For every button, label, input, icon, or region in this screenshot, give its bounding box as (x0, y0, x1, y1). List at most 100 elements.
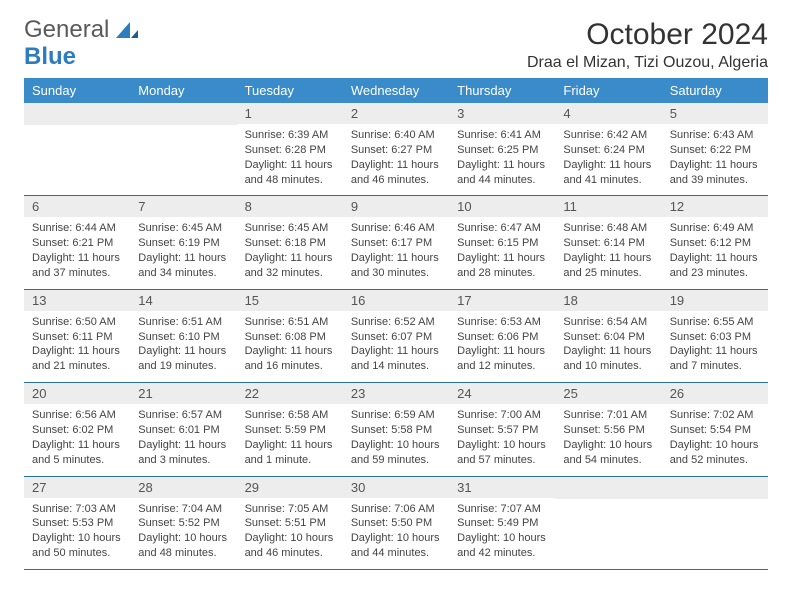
calendar-day-cell: 2Sunrise: 6:40 AMSunset: 6:27 PMDaylight… (343, 103, 449, 196)
daylight-text: Daylight: 10 hours and 44 minutes. (351, 531, 441, 561)
calendar-day-cell: 25Sunrise: 7:01 AMSunset: 5:56 PMDayligh… (555, 383, 661, 476)
sunset-text: Sunset: 6:17 PM (351, 236, 441, 251)
header: General Blue October 2024 Draa el Mizan,… (24, 18, 768, 72)
day-body (24, 125, 130, 185)
logo-text-blue: Blue (24, 43, 76, 70)
sunrise-text: Sunrise: 7:03 AM (32, 502, 122, 517)
daylight-text: Daylight: 11 hours and 28 minutes. (457, 251, 547, 281)
sunset-text: Sunset: 6:06 PM (457, 330, 547, 345)
daylight-text: Daylight: 11 hours and 5 minutes. (32, 438, 122, 468)
day-number: 14 (130, 290, 236, 311)
calendar-day-cell: 3Sunrise: 6:41 AMSunset: 6:25 PMDaylight… (449, 103, 555, 196)
calendar-day-cell: 21Sunrise: 6:57 AMSunset: 6:01 PMDayligh… (130, 383, 236, 476)
sunset-text: Sunset: 6:02 PM (32, 423, 122, 438)
daylight-text: Daylight: 10 hours and 54 minutes. (563, 438, 653, 468)
day-body: Sunrise: 6:39 AMSunset: 6:28 PMDaylight:… (237, 124, 343, 195)
calendar-day-cell: 7Sunrise: 6:45 AMSunset: 6:19 PMDaylight… (130, 196, 236, 289)
calendar-day-cell (130, 103, 236, 196)
day-body: Sunrise: 6:40 AMSunset: 6:27 PMDaylight:… (343, 124, 449, 195)
sunrise-text: Sunrise: 6:49 AM (670, 221, 760, 236)
day-number: 24 (449, 383, 555, 404)
sunset-text: Sunset: 6:22 PM (670, 143, 760, 158)
sunset-text: Sunset: 6:01 PM (138, 423, 228, 438)
location-text: Draa el Mizan, Tizi Ouzou, Algeria (527, 54, 768, 72)
daylight-text: Daylight: 11 hours and 46 minutes. (351, 158, 441, 188)
weekday-header: Wednesday (343, 78, 449, 103)
sunrise-text: Sunrise: 6:50 AM (32, 315, 122, 330)
sunset-text: Sunset: 6:11 PM (32, 330, 122, 345)
day-body (130, 125, 236, 185)
sunrise-text: Sunrise: 6:43 AM (670, 128, 760, 143)
daylight-text: Daylight: 11 hours and 41 minutes. (563, 158, 653, 188)
day-number: 15 (237, 290, 343, 311)
day-body: Sunrise: 6:56 AMSunset: 6:02 PMDaylight:… (24, 404, 130, 475)
calendar-day-cell: 18Sunrise: 6:54 AMSunset: 6:04 PMDayligh… (555, 289, 661, 382)
calendar-day-cell (24, 103, 130, 196)
daylight-text: Daylight: 11 hours and 14 minutes. (351, 344, 441, 374)
calendar-day-cell: 20Sunrise: 6:56 AMSunset: 6:02 PMDayligh… (24, 383, 130, 476)
day-number: 27 (24, 477, 130, 498)
day-number: 13 (24, 290, 130, 311)
daylight-text: Daylight: 11 hours and 21 minutes. (32, 344, 122, 374)
day-body: Sunrise: 6:57 AMSunset: 6:01 PMDaylight:… (130, 404, 236, 475)
sunset-text: Sunset: 6:27 PM (351, 143, 441, 158)
day-body: Sunrise: 7:01 AMSunset: 5:56 PMDaylight:… (555, 404, 661, 475)
sunrise-text: Sunrise: 6:55 AM (670, 315, 760, 330)
daylight-text: Daylight: 11 hours and 44 minutes. (457, 158, 547, 188)
sunrise-text: Sunrise: 6:51 AM (245, 315, 335, 330)
sunset-text: Sunset: 5:58 PM (351, 423, 441, 438)
calendar-day-cell: 11Sunrise: 6:48 AMSunset: 6:14 PMDayligh… (555, 196, 661, 289)
weekday-header: Tuesday (237, 78, 343, 103)
day-body: Sunrise: 7:00 AMSunset: 5:57 PMDaylight:… (449, 404, 555, 475)
weekday-header: Saturday (662, 78, 768, 103)
calendar-day-cell: 9Sunrise: 6:46 AMSunset: 6:17 PMDaylight… (343, 196, 449, 289)
day-number: 29 (237, 477, 343, 498)
day-body: Sunrise: 7:03 AMSunset: 5:53 PMDaylight:… (24, 498, 130, 569)
daylight-text: Daylight: 11 hours and 10 minutes. (563, 344, 653, 374)
day-body: Sunrise: 6:42 AMSunset: 6:24 PMDaylight:… (555, 124, 661, 195)
day-number: 3 (449, 103, 555, 124)
day-body: Sunrise: 6:46 AMSunset: 6:17 PMDaylight:… (343, 217, 449, 288)
calendar-day-cell: 14Sunrise: 6:51 AMSunset: 6:10 PMDayligh… (130, 289, 236, 382)
day-body: Sunrise: 6:48 AMSunset: 6:14 PMDaylight:… (555, 217, 661, 288)
logo-sail-icon (116, 20, 138, 45)
day-number: 9 (343, 196, 449, 217)
calendar-day-cell: 24Sunrise: 7:00 AMSunset: 5:57 PMDayligh… (449, 383, 555, 476)
sunrise-text: Sunrise: 7:07 AM (457, 502, 547, 517)
calendar-day-cell: 15Sunrise: 6:51 AMSunset: 6:08 PMDayligh… (237, 289, 343, 382)
sunset-text: Sunset: 5:52 PM (138, 516, 228, 531)
weekday-header-row: Sunday Monday Tuesday Wednesday Thursday… (24, 78, 768, 103)
sunset-text: Sunset: 6:21 PM (32, 236, 122, 251)
daylight-text: Daylight: 11 hours and 12 minutes. (457, 344, 547, 374)
day-number (130, 103, 236, 125)
calendar-day-cell: 13 Sunrise: 6:50 AMSunset: 6:11 PMDayligh… (24, 289, 130, 382)
day-number: 28 (130, 477, 236, 498)
sunrise-text: Sunrise: 6:47 AM (457, 221, 547, 236)
calendar-day-cell: 29Sunrise: 7:05 AMSunset: 5:51 PMDayligh… (237, 476, 343, 569)
daylight-text: Daylight: 11 hours and 48 minutes. (245, 158, 335, 188)
day-body: Sunrise: 6:44 AMSunset: 6:21 PMDaylight:… (24, 217, 130, 288)
calendar-day-cell (555, 476, 661, 569)
day-number (24, 103, 130, 125)
sunrise-text: Sunrise: 6:39 AM (245, 128, 335, 143)
day-number (555, 477, 661, 499)
calendar-day-cell: 31Sunrise: 7:07 AMSunset: 5:49 PMDayligh… (449, 476, 555, 569)
day-body: Sunrise: 6:53 AMSunset: 6:06 PMDaylight:… (449, 311, 555, 382)
sunset-text: Sunset: 5:59 PM (245, 423, 335, 438)
sunrise-text: Sunrise: 7:02 AM (670, 408, 760, 423)
sunrise-text: Sunrise: 6:45 AM (245, 221, 335, 236)
day-body: Sunrise: 6:45 AMSunset: 6:18 PMDaylight:… (237, 217, 343, 288)
logo: General Blue (24, 18, 138, 69)
calendar-day-cell: 30Sunrise: 7:06 AMSunset: 5:50 PMDayligh… (343, 476, 449, 569)
weekday-header: Monday (130, 78, 236, 103)
calendar-day-cell: 4Sunrise: 6:42 AMSunset: 6:24 PMDaylight… (555, 103, 661, 196)
day-number: 2 (343, 103, 449, 124)
daylight-text: Daylight: 10 hours and 57 minutes. (457, 438, 547, 468)
sunset-text: Sunset: 6:07 PM (351, 330, 441, 345)
daylight-text: Daylight: 10 hours and 50 minutes. (32, 531, 122, 561)
calendar-week-row: 13Sunrise: 6:50 AMSunset: 6:11 PMDayligh… (24, 289, 768, 382)
weekday-header: Friday (555, 78, 661, 103)
day-body: Sunrise: 7:07 AMSunset: 5:49 PMDaylight:… (449, 498, 555, 569)
title-block: October 2024 Draa el Mizan, Tizi Ouzou, … (527, 18, 768, 72)
calendar-day-cell: 12Sunrise: 6:49 AMSunset: 6:12 PMDayligh… (662, 196, 768, 289)
